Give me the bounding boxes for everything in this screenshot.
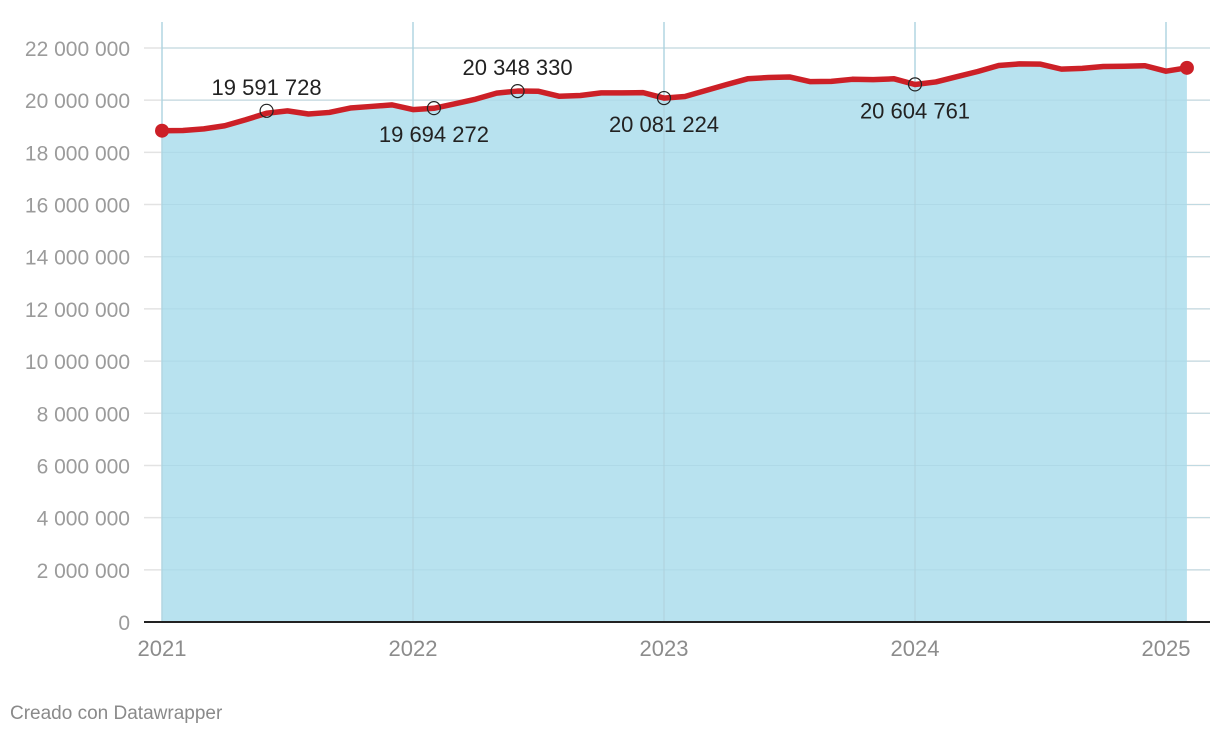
y-tick-label: 18 000 000 [25, 142, 130, 165]
y-tick-label: 22 000 000 [25, 38, 130, 61]
annotation-label: 20 604 761 [860, 98, 970, 123]
y-tick-label: 2 000 000 [37, 560, 130, 583]
y-tick-label: 6 000 000 [37, 455, 130, 478]
y-tick-label: 12 000 000 [25, 299, 130, 322]
annotation-label: 19 694 272 [379, 122, 489, 147]
annotation-marker [510, 83, 525, 99]
series-line [159, 61, 1190, 134]
y-tick-label: 4 000 000 [37, 508, 130, 531]
annotation-label: 20 081 224 [609, 112, 719, 137]
endpoint-marker [155, 123, 169, 138]
x-tick-label: 2022 [389, 636, 438, 661]
y-tick-label: 16 000 000 [25, 195, 130, 218]
area-fill [162, 63, 1187, 622]
x-tick-label: 2025 [1142, 636, 1191, 661]
y-tick-label: 8 000 000 [37, 403, 130, 426]
annotation-marker [656, 90, 672, 106]
endpoint-marker [1179, 60, 1194, 75]
y-tick-label: 20 000 000 [25, 90, 130, 113]
annotation-marker [426, 101, 442, 116]
y-tick-label: 14 000 000 [25, 247, 130, 270]
x-tick-label: 2023 [640, 636, 689, 661]
y-tick-label: 0 [118, 612, 130, 635]
annotation-marker [907, 77, 923, 92]
x-tick-label: 2024 [891, 636, 940, 661]
credit-text: Creado con Datawrapper [10, 703, 223, 724]
annotation-label: 19 591 728 [212, 75, 322, 100]
annotation-marker [259, 103, 274, 118]
x-tick-label: 2021 [138, 636, 187, 661]
annotation-label: 20 348 330 [463, 55, 573, 80]
y-tick-label: 10 000 000 [25, 351, 130, 374]
